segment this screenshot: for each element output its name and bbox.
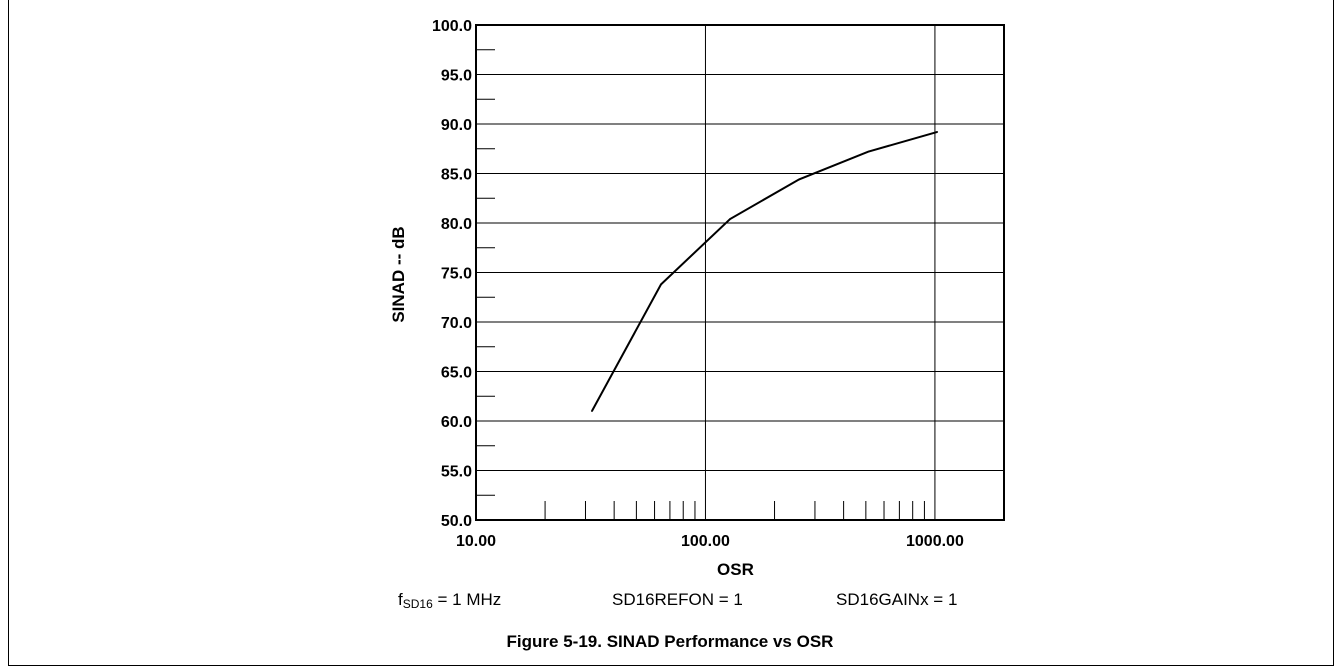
y-tick-label: 55.0	[441, 464, 472, 481]
page-frame	[8, 0, 1334, 666]
x-tick-label: 1000.00	[906, 533, 964, 550]
series-point	[936, 131, 939, 133]
condition-refon: SD16REFON = 1	[612, 590, 743, 609]
series-point	[591, 410, 593, 412]
series-point	[729, 218, 731, 220]
sinad-vs-osr-chart: 50.0 55.0 60.0 65.0 70.0 75.0 80.0 85.0 90.0 95.0…	[389, 18, 1005, 579]
y-tick-label: 90.0	[441, 117, 472, 134]
y-tick-label: 70.0	[441, 315, 472, 332]
x-axis-title: OSR	[717, 560, 754, 579]
y-tick-label: 60.0	[441, 414, 472, 431]
y-tick-label: 85.0	[441, 167, 472, 184]
x-tick-labels: 10.00 100.00 1000.00	[456, 533, 964, 550]
y-tick-label: 95.0	[441, 68, 472, 85]
condition-frequency-value: = 1 MHz	[432, 590, 502, 609]
condition-frequency-subscript: SD16	[402, 597, 433, 611]
minor-ticks	[476, 49, 925, 520]
series-point	[798, 178, 800, 181]
y-tick-label: 75.0	[441, 266, 472, 283]
series-line	[591, 130, 938, 412]
y-tick-labels: 50.0 55.0 60.0 65.0 70.0 75.0 80.0 85.0 90.0 95.0…	[432, 18, 472, 530]
y-tick-label: 50.0	[441, 513, 472, 530]
condition-frequency: fSD16 = 1 MHz	[398, 590, 501, 611]
x-tick-label: 100.00	[681, 533, 730, 550]
condition-frequency-prefix: f	[398, 590, 403, 609]
y-tick-label: 65.0	[441, 365, 472, 382]
series-points	[591, 131, 939, 412]
condition-gain: SD16GAINx = 1	[836, 590, 958, 609]
y-tick-label: 80.0	[441, 216, 472, 233]
figure-caption: Figure 5-19. SINAD Performance vs OSR	[506, 632, 834, 651]
series-point	[867, 150, 870, 153]
y-axis-title: SINAD -- dB	[389, 226, 408, 322]
grid-lines	[475, 24, 1004, 521]
plot-border	[475, 24, 1005, 521]
series-point	[660, 283, 662, 286]
x-tick-label: 10.00	[456, 533, 496, 550]
y-tick-label: 100.0	[432, 18, 472, 35]
